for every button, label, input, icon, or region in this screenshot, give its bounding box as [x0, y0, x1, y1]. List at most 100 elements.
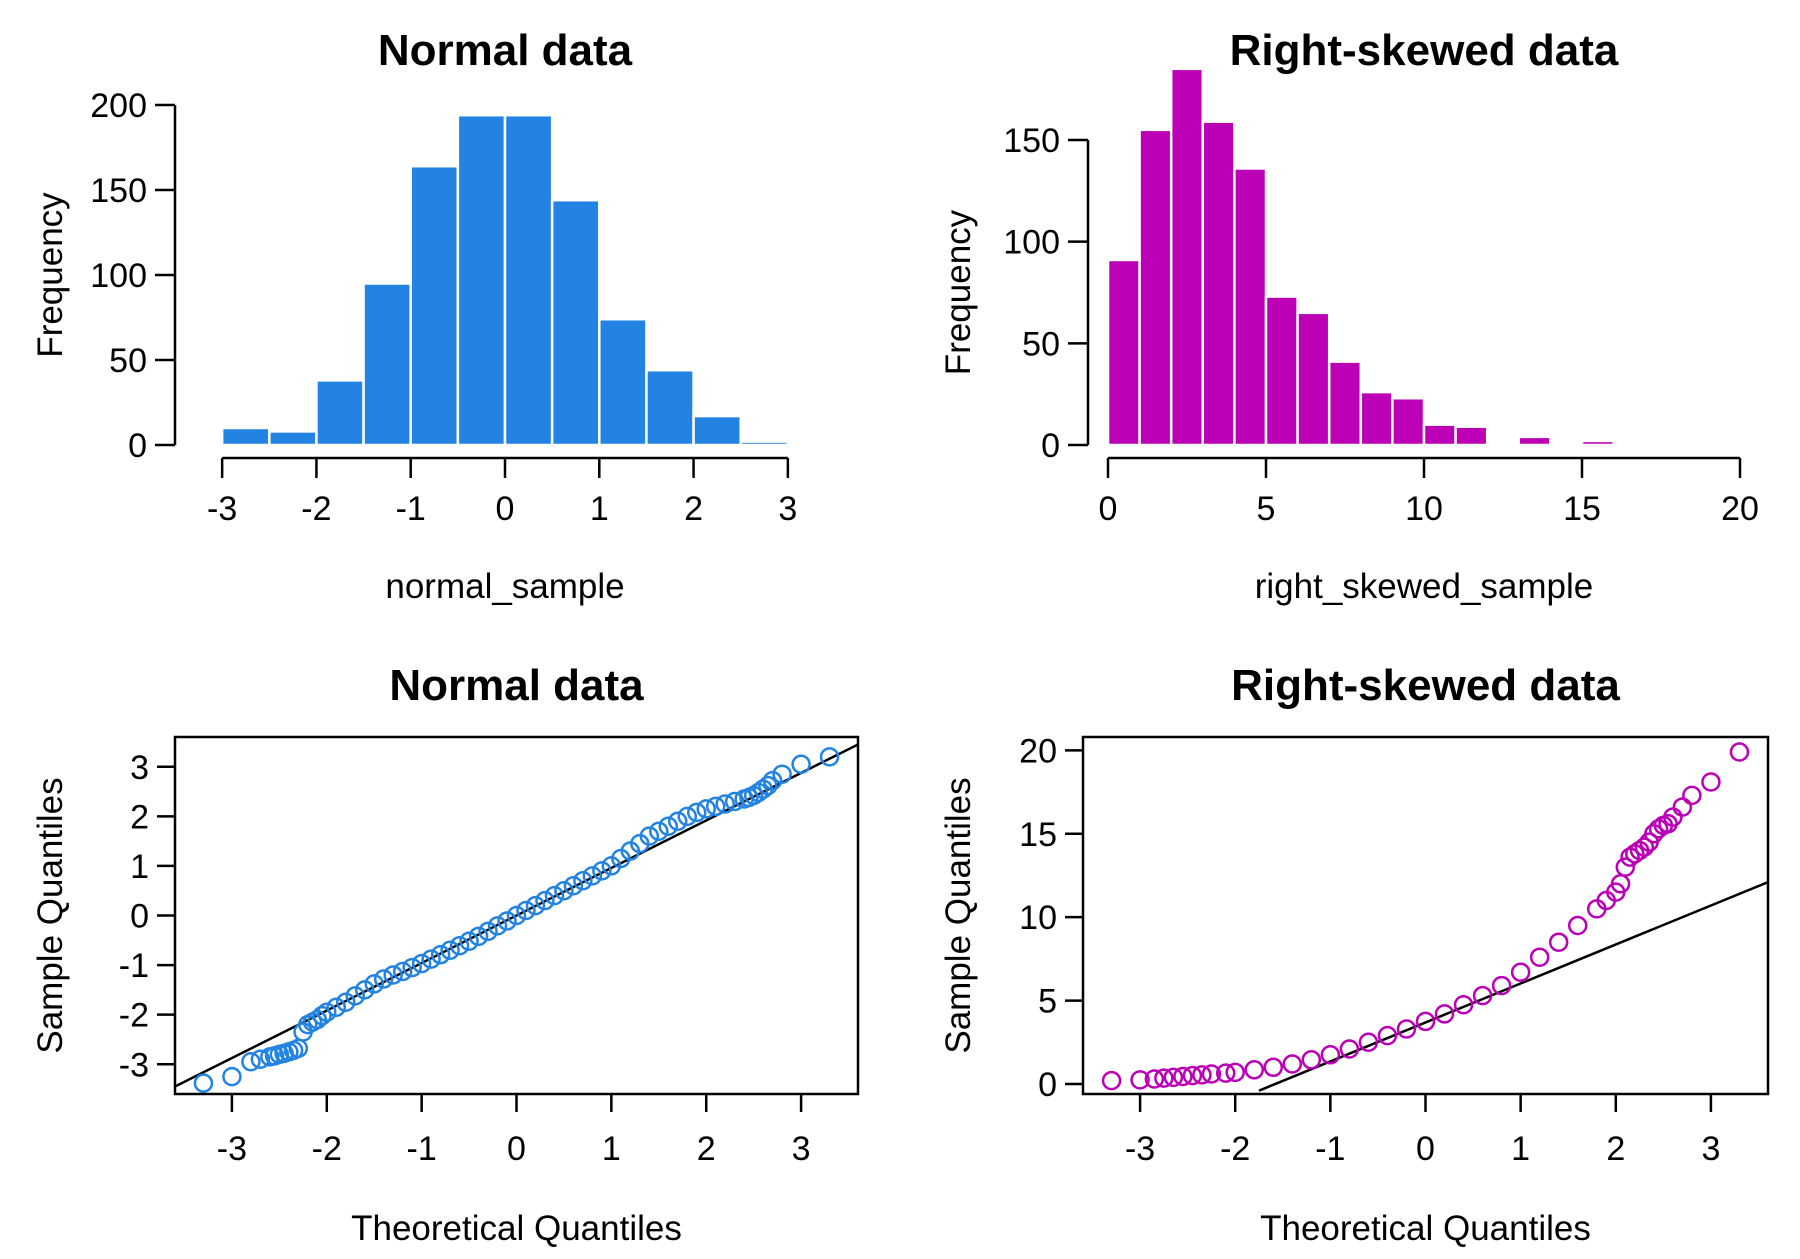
x-tick-label: 2	[684, 490, 703, 528]
chart-title: Right-skewed data	[1231, 661, 1620, 710]
x-tick-label: 3	[778, 490, 797, 528]
qq-point	[649, 821, 669, 841]
qq-point	[193, 1073, 214, 1093]
qq-point	[449, 935, 470, 956]
histogram-bar	[1359, 390, 1394, 447]
qq-point	[364, 974, 384, 994]
qq-point	[1434, 1004, 1455, 1024]
qq-point	[582, 866, 603, 886]
histogram-bar	[1454, 425, 1489, 447]
histogram-bar	[739, 440, 790, 447]
qq-point	[402, 957, 422, 978]
y-axis-label: Frequency	[31, 192, 70, 358]
qq-point	[250, 1049, 271, 1070]
x-tick-label: -3	[207, 490, 237, 528]
histogram-bar	[1201, 120, 1236, 447]
y-tick-label: 100	[90, 257, 147, 295]
x-tick-label: -1	[1315, 1130, 1345, 1168]
histogram-bar	[409, 164, 460, 447]
qq-point	[525, 895, 546, 916]
qq-point	[411, 953, 432, 974]
histogram-bar	[1296, 311, 1331, 447]
histogram-bar	[692, 414, 742, 447]
qq-point	[1163, 1067, 1184, 1088]
qq-point	[487, 916, 508, 936]
qq-point	[1529, 947, 1550, 967]
x-tick-label: 3	[1701, 1130, 1720, 1168]
qq-point	[312, 1005, 332, 1026]
histogram-bar	[1549, 441, 1584, 447]
y-tick-label: 0	[1041, 427, 1060, 465]
x-tick-label: -3	[217, 1130, 247, 1168]
y-tick-label: 15	[1019, 816, 1057, 854]
y-tick-label: 0	[130, 898, 149, 936]
qq-point	[430, 944, 451, 965]
qq-point	[497, 911, 517, 931]
y-tick-label: 5	[1038, 983, 1057, 1021]
y-tick-label: 150	[1003, 122, 1060, 160]
histogram-bar	[1422, 423, 1457, 447]
qq-point	[1472, 985, 1493, 1006]
histogram-bar	[173, 442, 224, 447]
qq-point	[1182, 1065, 1203, 1086]
qq-point	[1396, 1019, 1417, 1039]
x-tick-label: 0	[1099, 490, 1118, 528]
qq-point	[544, 885, 565, 906]
qq-point	[554, 880, 574, 901]
histogram-bar	[550, 198, 601, 447]
qq-point	[468, 926, 489, 947]
y-tick-label: 0	[1038, 1066, 1057, 1104]
y-tick-label: 1	[130, 848, 149, 886]
qq-point	[592, 861, 612, 881]
histogram-bar	[1169, 67, 1205, 447]
qq-point	[724, 791, 745, 812]
qq-plot-right-skewed-panel: Right-skewed data Theoretical Quantiles Sa…	[939, 661, 1770, 1248]
qq-point	[715, 794, 735, 814]
qq-point	[1491, 975, 1512, 996]
x-tick-label: -2	[1220, 1130, 1250, 1168]
qq-point	[345, 986, 365, 1006]
qq-point	[696, 799, 716, 819]
x-tick-label: 0	[1416, 1130, 1435, 1168]
qq-point	[459, 931, 479, 952]
x-tick-label: 3	[792, 1130, 811, 1168]
y-tick-label: -1	[119, 947, 149, 985]
histogram-bar	[1264, 295, 1299, 447]
qq-point	[421, 949, 441, 969]
qq-point	[668, 811, 688, 832]
qq-point	[354, 980, 375, 1000]
qq-point	[1729, 742, 1750, 762]
histogram-bar	[1138, 128, 1173, 447]
x-tick-label: 0	[496, 490, 515, 528]
y-axis-label: Frequency	[939, 209, 978, 375]
qq-point	[392, 961, 413, 982]
histogram-bar	[1106, 258, 1141, 447]
y-tick-label: 10	[1019, 899, 1057, 937]
qq-point	[1154, 1068, 1174, 1088]
qq-point	[1225, 1062, 1245, 1083]
histogram-bar	[456, 113, 507, 447]
qq-point	[819, 747, 840, 767]
y-tick-label: 100	[1003, 224, 1060, 262]
histogram-bar	[1327, 360, 1363, 447]
x-tick-label: 20	[1721, 490, 1759, 528]
qq-point	[506, 905, 527, 926]
qq-point	[1320, 1045, 1341, 1065]
qq-point	[326, 997, 347, 1017]
y-tick-label: 20	[1019, 732, 1057, 770]
y-tick-label: 50	[109, 342, 147, 380]
qq-point	[758, 775, 778, 796]
chart-title: Normal data	[378, 26, 633, 75]
histogram-bar	[598, 317, 648, 447]
qq-reference-line	[175, 743, 858, 1088]
qq-point	[772, 764, 792, 784]
qq-point	[516, 900, 536, 921]
x-tick-label: 2	[697, 1130, 716, 1168]
y-tick-label: 2	[130, 798, 149, 836]
qq-point	[1510, 962, 1531, 982]
x-tick-label: 1	[602, 1130, 621, 1168]
qq-point	[1101, 1070, 1122, 1091]
histogram-bar	[1580, 439, 1615, 447]
qq-point	[1682, 785, 1702, 806]
